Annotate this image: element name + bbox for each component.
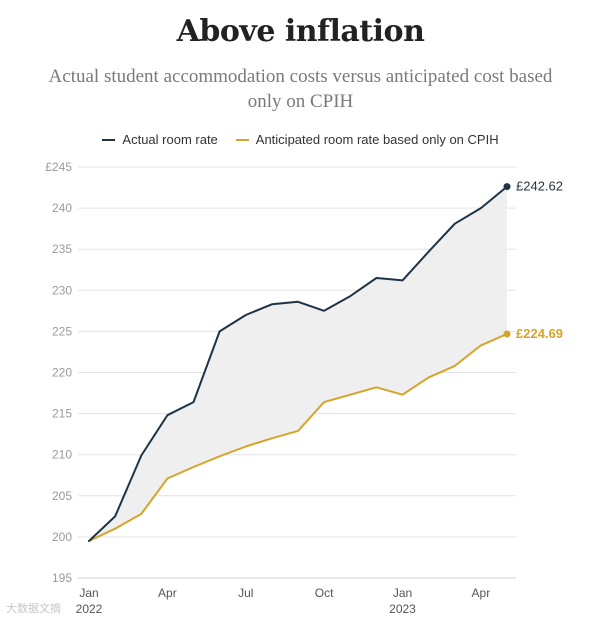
y-tick-label: 200	[52, 530, 72, 544]
y-tick-label: 230	[52, 283, 72, 297]
legend-label-actual: Actual room rate	[122, 132, 218, 147]
x-tick-label: Apr	[158, 586, 177, 600]
y-tick-label: 235	[52, 242, 72, 256]
legend-item-actual: Actual room rate	[102, 132, 218, 147]
chart-title: Above inflation	[176, 14, 425, 49]
series-end-point-0	[503, 183, 511, 191]
x-tick-label: Jan	[393, 586, 412, 600]
y-tick-label: 195	[52, 571, 72, 585]
watermark: 大数据文摘	[6, 600, 61, 616]
series-layer	[88, 183, 511, 542]
label-layer: £245 240 235 230 225 220 215 210 205 200 195 Jan 202…	[45, 160, 563, 616]
y-tick-label: £245	[45, 160, 72, 174]
watermark-text: 大数据文摘	[6, 603, 61, 615]
series-end-label-1: £224.69	[516, 326, 563, 341]
legend-item-anticipated: Anticipated room rate based only on CPIH	[235, 132, 499, 147]
x-tick-label: Jul	[238, 586, 253, 600]
x-tick-label: Jan	[79, 586, 98, 600]
x-tick-sublabel: 2023	[389, 602, 416, 616]
y-tick-label: 215	[52, 407, 72, 421]
y-tick-label: 210	[52, 448, 72, 462]
gap-fill-layer	[89, 186, 507, 541]
chart-legend: Actual room rate Anticipated room rate b…	[0, 132, 601, 147]
series-end-label-0: £242.62	[516, 179, 563, 194]
gap-fill-area	[89, 186, 507, 541]
x-tick-sublabel: 2022	[76, 602, 103, 616]
series-line-0	[88, 185, 508, 542]
x-tick-label: Apr	[472, 586, 491, 600]
legend-swatch-actual	[102, 138, 116, 141]
x-tick-label: Oct	[315, 586, 334, 600]
legend-label-anticipated: Anticipated room rate based only on CPIH	[255, 132, 499, 147]
y-tick-label: 220	[52, 366, 72, 380]
y-tick-label: 205	[52, 489, 72, 503]
legend-swatch-anticipated	[235, 138, 249, 141]
series-end-point-1	[503, 330, 511, 338]
chart-subtitle: Actual student accommodation costs versu…	[48, 66, 553, 112]
y-tick-label: 225	[52, 324, 72, 338]
series-line-1	[88, 332, 508, 542]
y-tick-label: 240	[52, 201, 72, 215]
